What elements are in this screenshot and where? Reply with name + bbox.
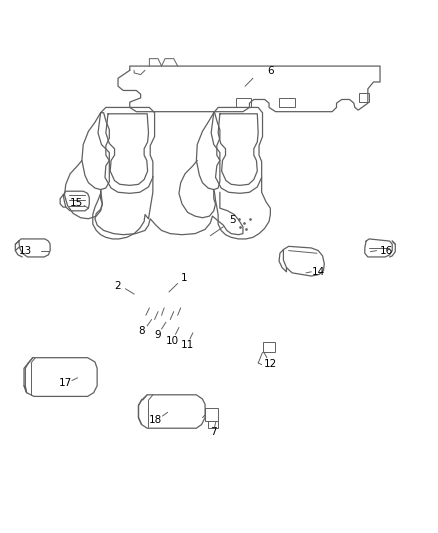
- Bar: [262, 342, 275, 352]
- Text: 15: 15: [70, 198, 83, 208]
- Text: 10: 10: [166, 336, 179, 346]
- Text: 13: 13: [19, 246, 32, 256]
- Text: 11: 11: [181, 340, 194, 350]
- Bar: [208, 421, 218, 428]
- Text: 12: 12: [264, 359, 277, 369]
- Bar: [359, 93, 369, 102]
- Bar: [236, 98, 251, 108]
- Bar: [205, 408, 218, 421]
- Text: 6: 6: [267, 67, 274, 76]
- Text: 2: 2: [115, 280, 121, 290]
- Text: 7: 7: [210, 427, 217, 437]
- Bar: [279, 98, 295, 108]
- Text: 14: 14: [311, 267, 325, 277]
- Text: 1: 1: [181, 273, 187, 283]
- Text: 18: 18: [149, 415, 162, 425]
- Text: 9: 9: [154, 330, 160, 341]
- Text: 8: 8: [138, 326, 145, 336]
- Text: 17: 17: [59, 378, 72, 388]
- Text: 16: 16: [380, 246, 393, 256]
- Text: 5: 5: [229, 215, 235, 225]
